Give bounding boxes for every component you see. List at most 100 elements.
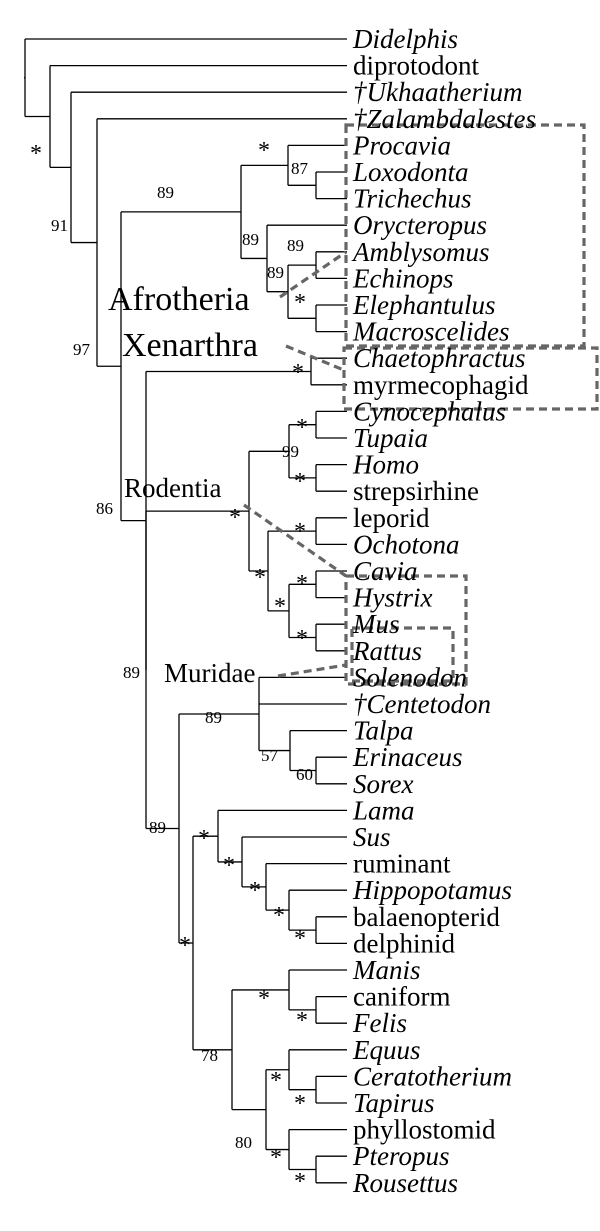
support-value: 89 xyxy=(242,230,259,249)
taxon-label: Hippopotamus xyxy=(352,875,512,905)
support-value: 91 xyxy=(51,216,68,235)
taxon-label: caniform xyxy=(353,982,450,1012)
support-value: * xyxy=(294,926,306,952)
taxon-label: Homo xyxy=(352,450,419,480)
taxon-label: Felis xyxy=(352,1008,407,1038)
xenarthra-leader-line xyxy=(285,344,347,373)
support-value: * xyxy=(296,415,308,441)
taxon-label: Macroscelides xyxy=(352,317,509,347)
taxon-label: Erinaceus xyxy=(352,742,462,772)
group-label-rodentia: Rodentia xyxy=(124,473,221,503)
taxon-label: †Centetodon xyxy=(353,689,491,719)
support-value: * xyxy=(296,1008,308,1034)
taxon-label: Cavia xyxy=(353,556,418,586)
group-leader-lines xyxy=(243,250,347,678)
support-value: * xyxy=(273,903,285,929)
afrotheria-leader-line xyxy=(279,250,347,299)
taxon-label: Cynocephalus xyxy=(353,396,506,426)
support-value: * xyxy=(294,519,306,545)
support-value: * xyxy=(198,826,210,852)
taxon-label: Loxodonta xyxy=(352,157,469,187)
support-value: 87 xyxy=(291,159,309,178)
taxon-label: Tupaia xyxy=(353,423,428,453)
support-value: 97 xyxy=(73,340,91,359)
taxon-label: Sus xyxy=(353,822,391,852)
taxon-label: strepsirhine xyxy=(353,476,479,506)
taxon-label: Rattus xyxy=(352,636,422,666)
support-value: * xyxy=(294,290,306,316)
support-value: * xyxy=(292,360,304,386)
taxon-label: Trichechus xyxy=(353,184,472,214)
support-value: 89 xyxy=(205,708,222,727)
support-value: 78 xyxy=(201,1046,218,1065)
support-value: * xyxy=(179,933,191,959)
support-value: * xyxy=(270,1068,282,1094)
support-value: * xyxy=(294,469,306,495)
taxon-label: diprotodont xyxy=(353,51,479,81)
support-value: 86 xyxy=(96,499,113,518)
rodentia-leader-line xyxy=(243,503,347,578)
support-value: 99 xyxy=(282,442,299,461)
taxon-label: Procavia xyxy=(352,130,451,160)
taxon-label: Solenodon xyxy=(353,662,467,692)
support-value: 89 xyxy=(287,236,304,255)
support-value: * xyxy=(294,1091,306,1117)
support-value: * xyxy=(274,594,286,620)
taxon-label: Sorex xyxy=(353,769,413,799)
taxon-label: delphinid xyxy=(353,928,455,958)
support-value: 89 xyxy=(157,183,174,202)
support-values: * 91 97 * 87 89 89 89 89 * * 86 99 * * *… xyxy=(30,138,313,1195)
taxon-label: balaenopterid xyxy=(353,902,500,932)
taxon-label: Orycteropus xyxy=(353,210,487,240)
support-value: 89 xyxy=(149,818,166,837)
support-value: * xyxy=(254,565,266,591)
rodentia-box xyxy=(344,574,468,686)
clade-highlight-boxes xyxy=(342,123,599,686)
taxon-label: Rousettus xyxy=(352,1168,458,1198)
taxon-label: Didelphis xyxy=(352,24,458,54)
support-value: 89 xyxy=(267,263,284,282)
taxon-label: myrmecophagid xyxy=(353,370,529,400)
taxon-label: Mus xyxy=(352,609,400,639)
support-value: * xyxy=(229,505,241,531)
taxon-label: †Ukhaatherium xyxy=(353,77,522,107)
taxon-label: ruminant xyxy=(353,849,451,879)
group-label-xenarthra: Xenarthra xyxy=(122,327,258,364)
afrotheria-box xyxy=(344,123,586,348)
taxon-label: phyllostomid xyxy=(353,1115,496,1145)
taxon-label: †Zalambdalestes xyxy=(353,104,536,134)
support-value: * xyxy=(296,571,308,597)
support-value: * xyxy=(294,1169,306,1195)
taxon-label: Hystrix xyxy=(352,583,433,613)
taxon-label: Amblysomus xyxy=(351,237,490,267)
support-value: * xyxy=(30,141,42,167)
taxon-label: Manis xyxy=(352,955,421,985)
support-value: 57 xyxy=(261,746,279,765)
taxon-label: Lama xyxy=(352,795,415,825)
group-labels: Afrotheria Xenarthra Rodentia Muridae xyxy=(108,281,258,688)
support-value: * xyxy=(249,878,261,904)
tree-branches xyxy=(24,38,347,1184)
taxon-label: Ceratotherium xyxy=(353,1061,512,1091)
taxon-label: Equus xyxy=(352,1035,421,1065)
taxon-label: Talpa xyxy=(353,716,414,746)
support-value: * xyxy=(296,626,308,652)
taxon-labels: Didelphisdiprotodont†Ukhaatherium†Zalamb… xyxy=(351,24,536,1198)
support-value: 60 xyxy=(296,765,313,784)
taxon-label: Pteropus xyxy=(352,1141,450,1171)
muridae-leader-line xyxy=(277,663,347,678)
taxon-label: Tapirus xyxy=(353,1088,435,1118)
group-label-afrotheria: Afrotheria xyxy=(108,281,250,318)
support-value: * xyxy=(258,986,270,1012)
taxon-label: leporid xyxy=(353,503,430,533)
taxon-label: Ochotona xyxy=(353,529,459,559)
taxon-label: Echinops xyxy=(352,263,454,293)
group-label-muridae: Muridae xyxy=(164,658,255,688)
support-value: * xyxy=(258,138,270,164)
support-value: * xyxy=(223,853,235,879)
support-value: 89 xyxy=(123,663,140,682)
support-value: 80 xyxy=(235,1133,252,1152)
support-value: * xyxy=(270,1145,282,1171)
taxon-label: Chaetophractus xyxy=(353,343,526,373)
